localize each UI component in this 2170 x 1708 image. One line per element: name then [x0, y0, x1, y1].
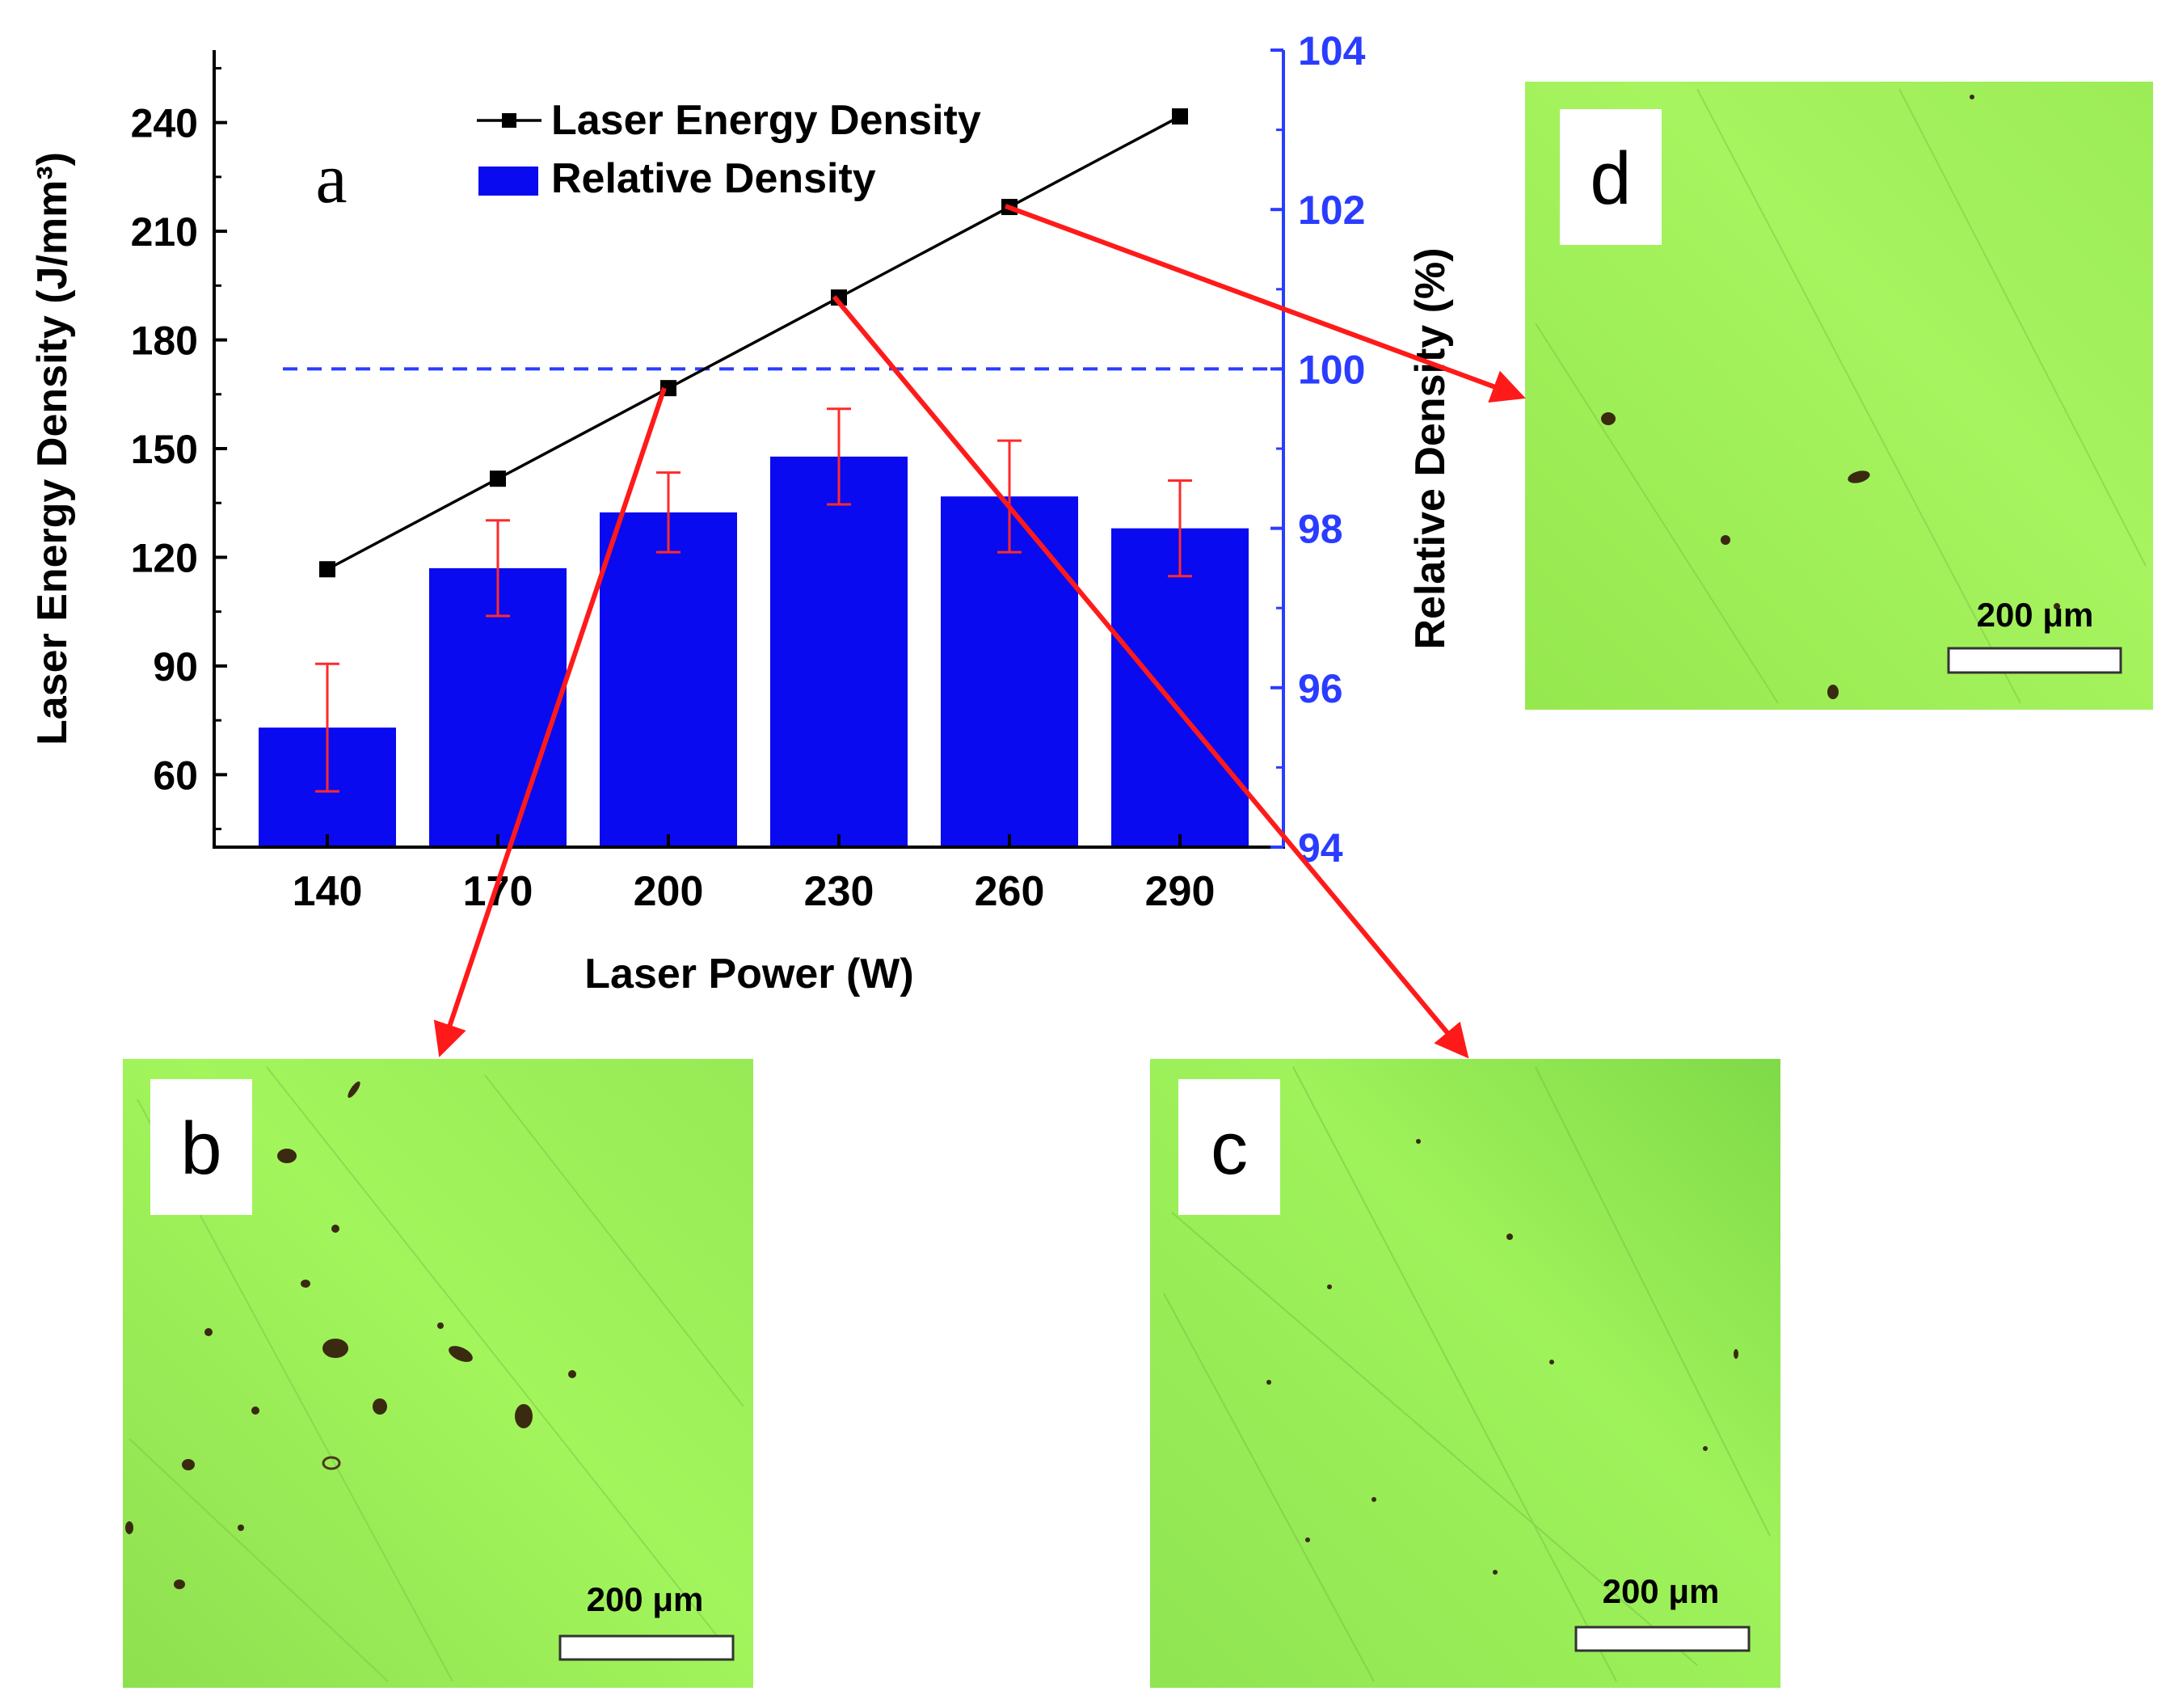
right-tick-label-98: 98 [1298, 507, 1343, 552]
legend-label-density: Relative Density [551, 155, 876, 202]
micrograph-b-scale-text: 200 μm [587, 1580, 704, 1618]
x-tick-label-200: 200 [634, 868, 704, 915]
energy-point-290 [1172, 108, 1188, 125]
micrograph-c-scale-text: 200 μm [1603, 1572, 1720, 1610]
left-tick-label-150: 150 [131, 427, 198, 472]
micrograph-d-scale-bar [1947, 647, 2122, 674]
micrograph-c-scale-bar [1574, 1626, 1751, 1652]
left-tick-label-240: 240 [131, 101, 198, 146]
micrograph-c-scratches [1163, 1066, 1771, 1682]
arrow-to-d [1004, 204, 1526, 403]
arrow-to-b [433, 387, 667, 1057]
micrograph-b: b 200 μm [123, 1059, 753, 1688]
x-tick-label-260: 260 [975, 868, 1045, 915]
micrograph-b-label-box [150, 1079, 252, 1215]
left-tick-label-60: 60 [153, 753, 198, 798]
energy-point-230 [831, 289, 847, 306]
legend-label-energy: Laser Energy Density [551, 97, 981, 144]
relative-density-bars [259, 456, 1249, 847]
micrograph-c-label-box [1178, 1079, 1280, 1215]
bar-290 [1111, 528, 1249, 847]
x-tick-label-290: 290 [1145, 868, 1216, 915]
x-tick-label-230: 230 [804, 868, 874, 915]
legend-line-marker [502, 113, 516, 128]
legend-bar-swatch [478, 167, 538, 196]
error-bar-260 [997, 439, 1022, 554]
micrograph-d: d 200 μm [1525, 82, 2153, 710]
energy-density-line [327, 115, 1181, 571]
x-axis-label: Laser Power (W) [584, 951, 913, 997]
bar-230 [770, 456, 908, 847]
micrograph-b-pores [125, 1081, 576, 1589]
micrograph-b-label: b [180, 1107, 221, 1190]
arrow-to-c [832, 295, 1469, 1059]
energy-density-markers [319, 108, 1188, 578]
bar-260 [941, 496, 1078, 847]
callout-arrows [433, 204, 1526, 1059]
error-bar-230 [827, 407, 851, 506]
legend: Laser Energy Density Relative Density [477, 97, 981, 202]
y-axis-left-label: Laser Energy Density (J/mm³) [29, 152, 76, 745]
micrograph-d-scratches [1535, 88, 2147, 704]
right-tick-label-104: 104 [1298, 28, 1366, 74]
micrograph-b-scale-bar [558, 1634, 735, 1661]
micrograph-c-label: c [1211, 1107, 1248, 1190]
left-tick-label-210: 210 [131, 209, 198, 255]
micrograph-c: c 200 μm [1150, 1059, 1780, 1688]
right-tick-label-96: 96 [1298, 666, 1343, 711]
y-axis-right-label: Relative Density (%) [1407, 247, 1454, 649]
left-tick-label-90: 90 [153, 644, 198, 690]
x-tick-label-140: 140 [293, 868, 363, 915]
error-bars [315, 407, 1192, 793]
energy-point-140 [319, 561, 335, 578]
right-tick-label-100: 100 [1298, 347, 1365, 392]
micrograph-d-scale-text: 200 μm [1977, 596, 2094, 634]
right-tick-label-102: 102 [1298, 188, 1365, 233]
energy-point-170 [490, 470, 506, 487]
error-bar-290 [1168, 479, 1192, 578]
error-bar-200 [656, 471, 680, 554]
left-tick-label-180: 180 [131, 318, 198, 364]
left-axis-ticks: 60 90 120 150 180 210 240 [131, 66, 227, 831]
micrograph-d-label-box [1560, 109, 1662, 245]
x-axis-ticks: 140 170 200 230 260 290 [293, 834, 1216, 915]
bar-200 [600, 512, 737, 847]
error-bar-170 [486, 519, 510, 618]
error-bar-140 [315, 662, 339, 793]
left-tick-label-120: 120 [131, 535, 198, 580]
panel-label-a: a [315, 140, 347, 218]
micrograph-d-label: d [1590, 137, 1631, 220]
micrograph-d-pores [1601, 95, 2060, 699]
